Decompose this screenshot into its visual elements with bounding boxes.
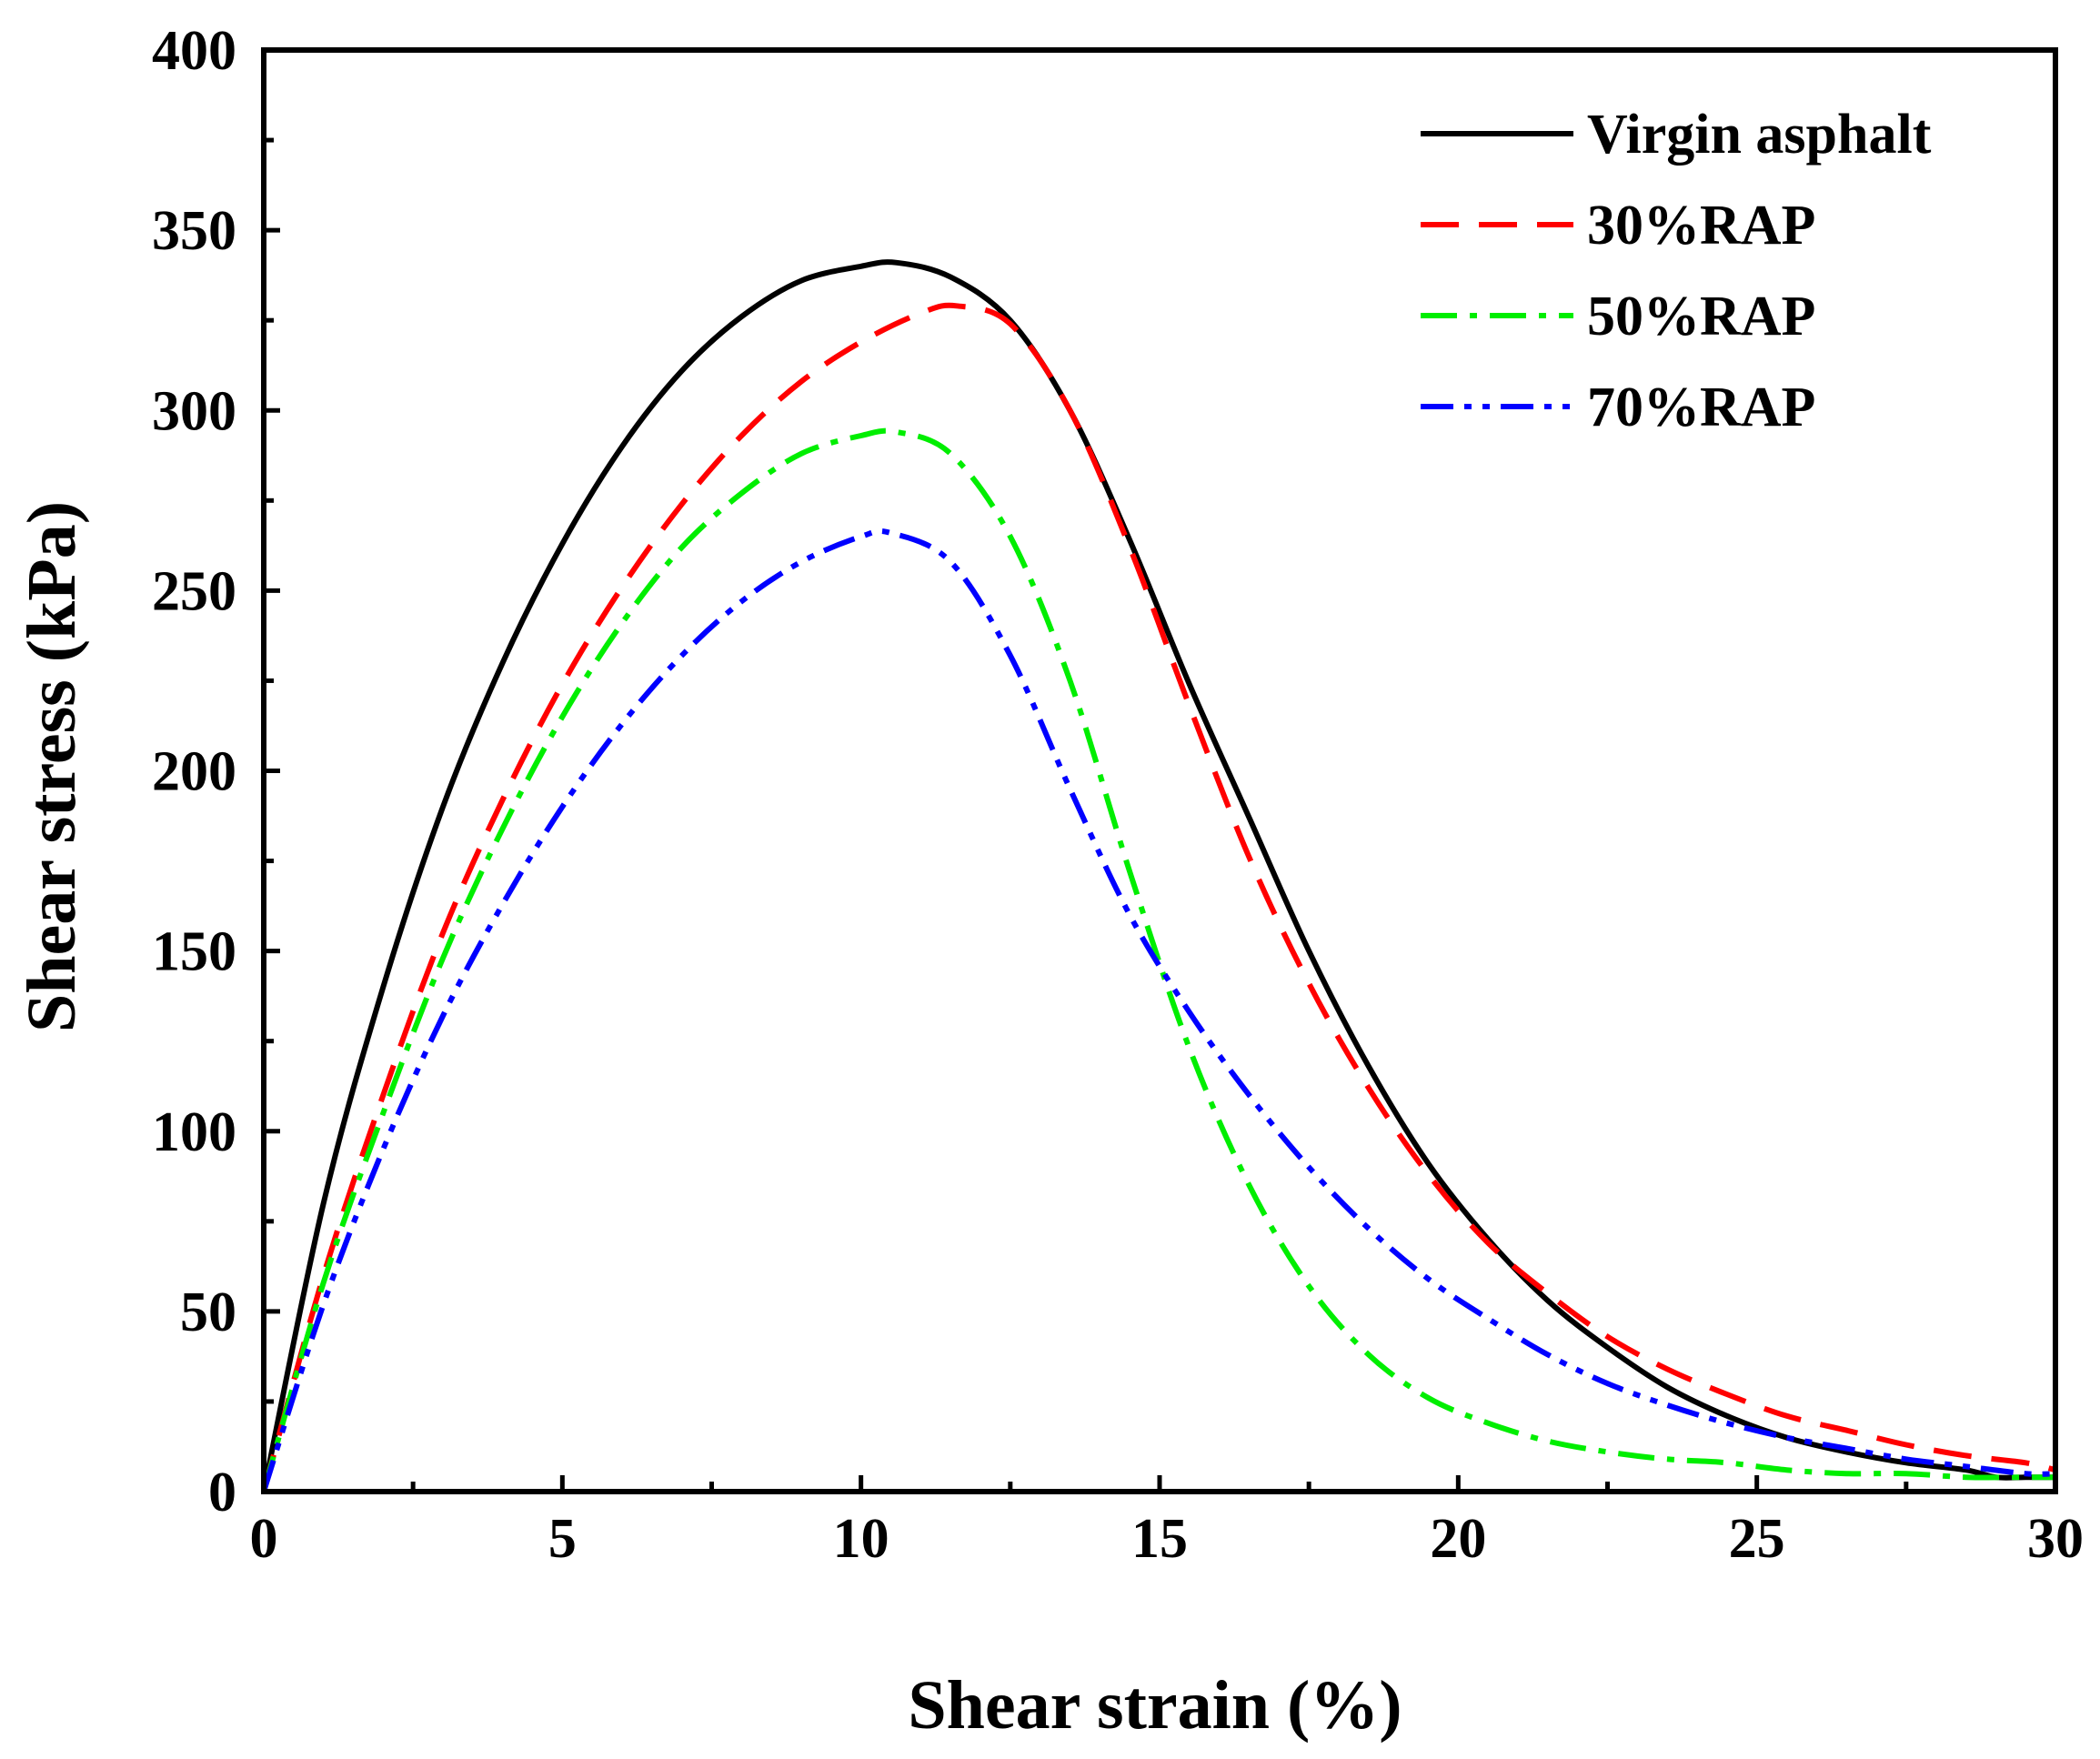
y-tick-label: 100 xyxy=(152,1101,236,1163)
x-axis-title: Shear strain (%) xyxy=(908,1667,1402,1744)
series-line-30-rap xyxy=(261,302,2056,1493)
y-tick-label: 200 xyxy=(152,741,236,803)
legend-label: 30%RAP xyxy=(1587,195,1815,256)
y-tick-label: 400 xyxy=(152,20,236,82)
y-tick-label: 150 xyxy=(152,921,236,983)
series-line-50-rap xyxy=(261,427,2056,1493)
y-tick-label: 0 xyxy=(208,1462,236,1523)
series-line-70-rap xyxy=(261,528,2056,1493)
x-tick-label: 10 xyxy=(833,1508,889,1570)
y-tick-label: 300 xyxy=(152,380,236,442)
y-tick-label: 250 xyxy=(152,560,236,622)
x-tick-label: 20 xyxy=(1430,1508,1486,1570)
x-tick-label: 15 xyxy=(1131,1508,1188,1570)
x-tick-label: 30 xyxy=(2027,1508,2084,1570)
series-line-virgin-asphalt xyxy=(261,259,2056,1493)
x-tick-label: 25 xyxy=(1729,1508,1785,1570)
y-axis-title: Shear stress (kPa) xyxy=(14,501,90,1032)
legend-label: Virgin asphalt xyxy=(1587,104,1932,166)
y-tick-label: 350 xyxy=(152,200,236,262)
y-tick-label: 50 xyxy=(180,1282,236,1343)
legend-label: 70%RAP xyxy=(1587,377,1815,438)
series-layer xyxy=(261,259,2056,1493)
legend: Virgin asphalt 30%RAP 50%RAP 70%RAP xyxy=(1421,104,1932,438)
x-tick-label: 5 xyxy=(548,1508,577,1570)
legend-label: 50%RAP xyxy=(1587,286,1815,347)
x-tick-label: 0 xyxy=(250,1508,278,1570)
